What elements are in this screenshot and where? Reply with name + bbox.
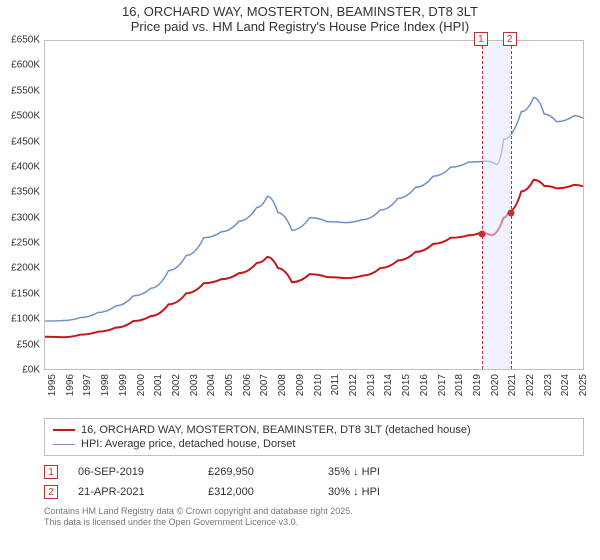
sales-row: 2 21-APR-2021 £312,000 30% ↓ HPI: [44, 482, 584, 502]
x-axis-tick-label: 1999: [118, 374, 129, 396]
x-axis-tick-label: 2007: [259, 374, 270, 396]
x-axis-tick-label: 1998: [100, 374, 111, 396]
x-axis-tick-label: 2018: [454, 374, 465, 396]
chart-title-line1: 16, ORCHARD WAY, MOSTERTON, BEAMINSTER, …: [0, 4, 600, 19]
plot-area: [44, 40, 584, 370]
x-axis-tick-label: 2003: [189, 374, 200, 396]
legend-label-property: 16, ORCHARD WAY, MOSTERTON, BEAMINSTER, …: [81, 424, 471, 436]
x-axis-tick-label: 2022: [525, 374, 536, 396]
y-axis-tick-label: £350K: [0, 187, 40, 198]
x-axis-tick-label: 2013: [366, 374, 377, 396]
marker-label-box: 1: [474, 32, 488, 46]
sale-point: [478, 230, 485, 237]
x-axis-tick-label: 2010: [313, 374, 324, 396]
footer-line1: Contains HM Land Registry data © Crown c…: [44, 506, 584, 517]
highlight-band: [482, 41, 511, 369]
x-axis-tick-label: 2009: [295, 374, 306, 396]
x-axis-tick-label: 2015: [401, 374, 412, 396]
sale-price-1: £269,950: [208, 466, 308, 478]
x-axis-tick-label: 2016: [419, 374, 430, 396]
sale-delta-1: 35% ↓ HPI: [328, 466, 448, 478]
x-axis-tick-label: 2008: [277, 374, 288, 396]
x-axis-tick-label: 2004: [206, 374, 217, 396]
x-axis-tick-label: 2019: [472, 374, 483, 396]
marker-vline: [511, 41, 512, 369]
x-axis-tick-label: 2025: [578, 374, 589, 396]
x-axis-tick-label: 1996: [65, 374, 76, 396]
y-axis-tick-label: £650K: [0, 35, 40, 46]
chart-area: £0K £50K £100K £150K £200K £250K £300K £350K £40…: [0, 34, 600, 416]
x-axis-tick-label: 2006: [242, 374, 253, 396]
x-axis-tick-label: 2012: [348, 374, 359, 396]
x-axis-tick-label: 2024: [560, 374, 571, 396]
sales-table: 1 06-SEP-2019 £269,950 35% ↓ HPI 2 21-AP…: [44, 462, 584, 502]
legend-box: 16, ORCHARD WAY, MOSTERTON, BEAMINSTER, …: [44, 418, 584, 456]
x-axis-tick-label: 2000: [136, 374, 147, 396]
x-axis-tick-label: 2017: [437, 374, 448, 396]
sale-marker-2: 2: [44, 485, 58, 499]
sale-marker-1: 1: [44, 465, 58, 479]
y-axis-tick-label: £250K: [0, 238, 40, 249]
x-axis-tick-label: 2023: [543, 374, 554, 396]
y-axis-tick-label: £400K: [0, 161, 40, 172]
x-axis-tick-label: 2014: [383, 374, 394, 396]
legend-swatch-property: [53, 429, 75, 431]
sale-delta-2: 30% ↓ HPI: [328, 486, 448, 498]
sale-date-2: 21-APR-2021: [78, 486, 188, 498]
sale-point: [507, 209, 514, 216]
y-axis-tick-label: £550K: [0, 85, 40, 96]
y-axis-tick-label: £200K: [0, 263, 40, 274]
x-axis-tick-label: 2002: [171, 374, 182, 396]
legend-swatch-hpi: [53, 444, 75, 445]
legend-label-hpi: HPI: Average price, detached house, Dors…: [81, 438, 295, 450]
footer-attribution: Contains HM Land Registry data © Crown c…: [44, 506, 584, 529]
y-axis-tick-label: £150K: [0, 288, 40, 299]
x-axis-tick-label: 2020: [490, 374, 501, 396]
chart-title-block: 16, ORCHARD WAY, MOSTERTON, BEAMINSTER, …: [0, 0, 600, 34]
sale-price-2: £312,000: [208, 486, 308, 498]
x-axis-tick-label: 1997: [82, 374, 93, 396]
sale-date-1: 06-SEP-2019: [78, 466, 188, 478]
sales-row: 1 06-SEP-2019 £269,950 35% ↓ HPI: [44, 462, 584, 482]
legend-row-property: 16, ORCHARD WAY, MOSTERTON, BEAMINSTER, …: [53, 423, 575, 437]
y-axis-tick-label: £450K: [0, 136, 40, 147]
marker-vline: [482, 41, 483, 369]
x-axis-tick-label: 2005: [224, 374, 235, 396]
y-axis-tick-label: £50K: [0, 339, 40, 350]
x-axis-tick-label: 1995: [47, 374, 58, 396]
y-axis-tick-label: £500K: [0, 111, 40, 122]
footer-line2: This data is licensed under the Open Gov…: [44, 517, 584, 528]
x-axis-tick-label: 2021: [507, 374, 518, 396]
legend-row-hpi: HPI: Average price, detached house, Dors…: [53, 437, 575, 451]
y-axis-tick-label: £600K: [0, 60, 40, 71]
y-axis-tick-label: £100K: [0, 314, 40, 325]
x-axis-tick-label: 2011: [330, 374, 341, 396]
y-axis-tick-label: £0K: [0, 365, 40, 376]
y-axis-tick-label: £300K: [0, 212, 40, 223]
marker-label-box: 2: [503, 32, 517, 46]
x-axis-tick-label: 2001: [153, 374, 164, 396]
